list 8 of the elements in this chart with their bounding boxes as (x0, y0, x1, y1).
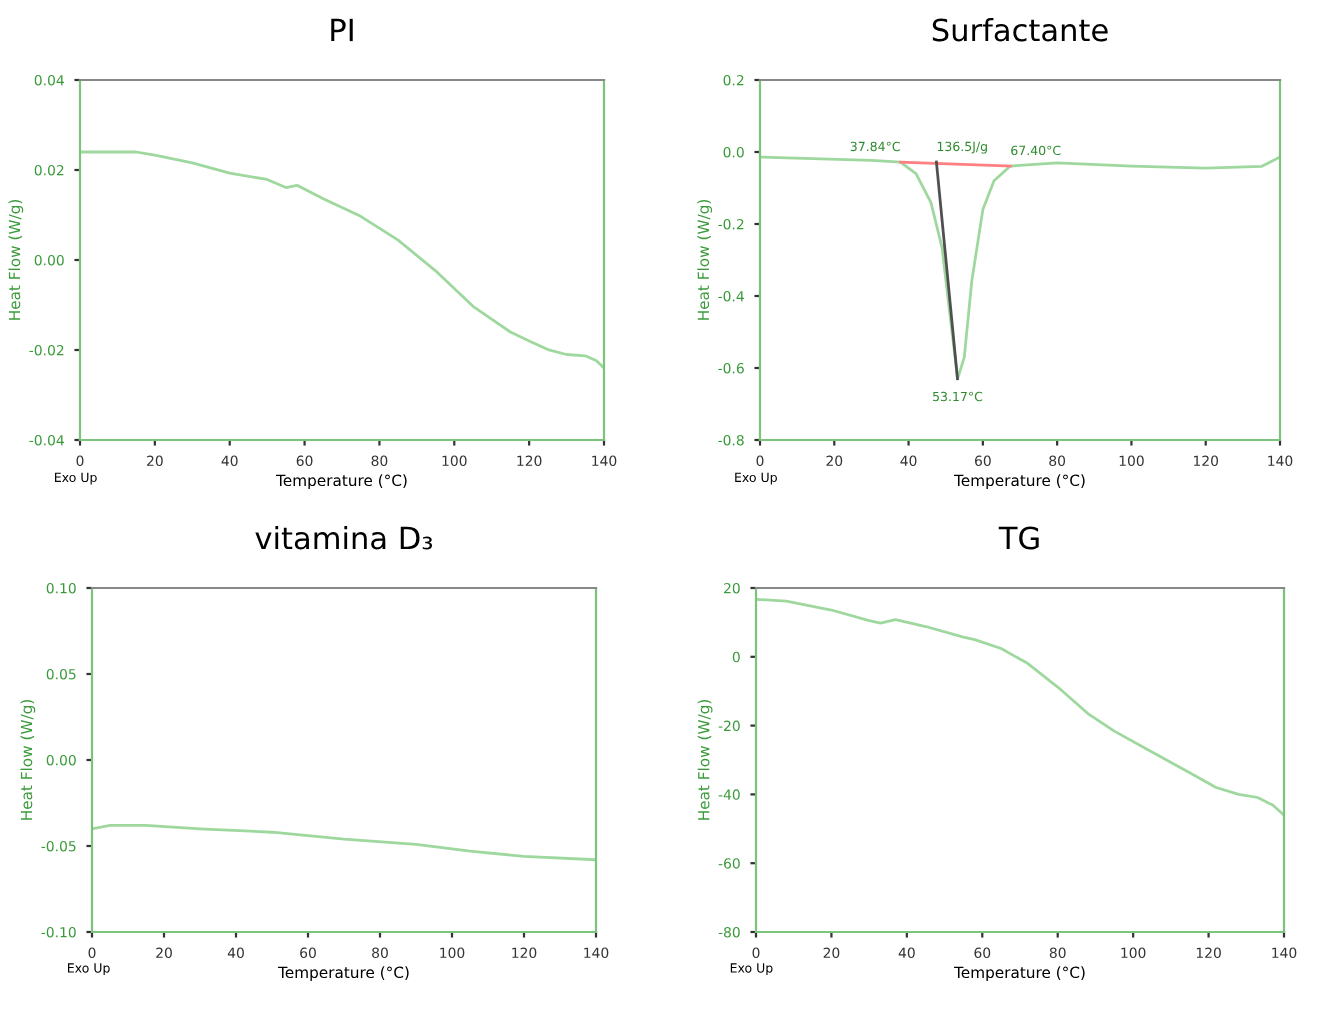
chart-title: vitamina D₃ (255, 525, 433, 550)
line-series (80, 150, 604, 370)
line-series (760, 155, 1280, 381)
chart-title: Surfactante (932, 17, 1108, 42)
chart-title: TG (998, 526, 1039, 550)
line-series (92, 823, 596, 862)
chart-title: PI (331, 18, 353, 42)
line-series (756, 597, 1284, 817)
